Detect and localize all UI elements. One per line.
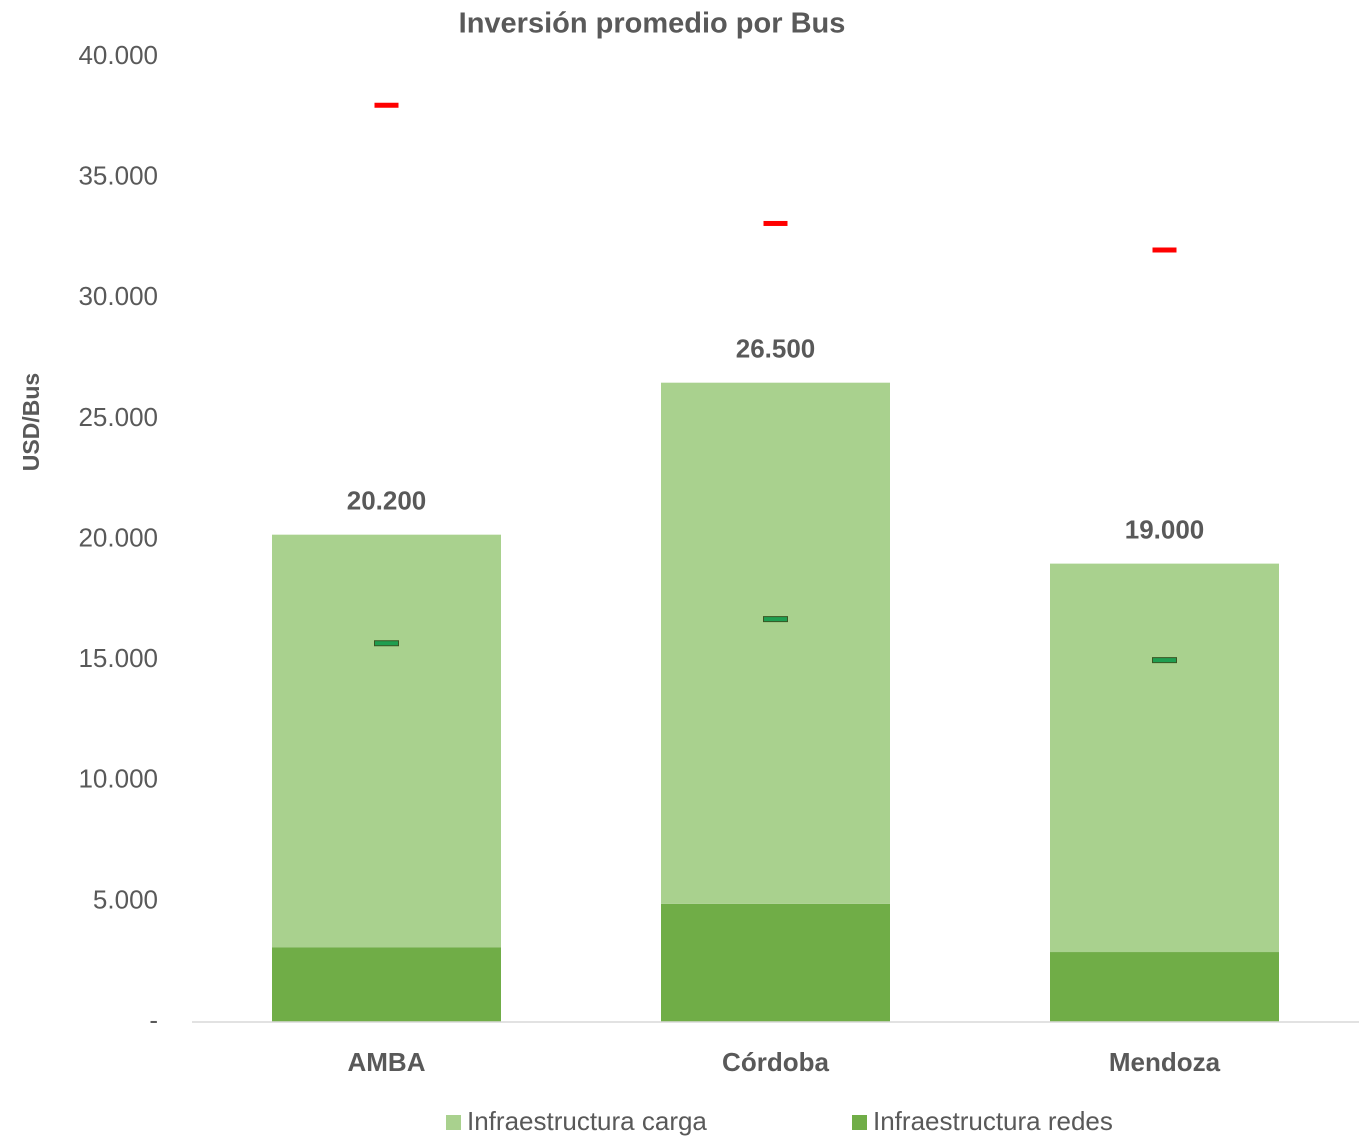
total-label: 26.500	[736, 334, 816, 364]
y-tick-label: 25.000	[78, 402, 158, 432]
marker	[374, 102, 399, 108]
y-tick-label: 30.000	[78, 281, 158, 311]
marker	[1152, 657, 1177, 664]
y-tick-label: 15.000	[78, 643, 158, 673]
bar-segment	[1050, 563, 1279, 953]
total-label: 19.000	[1125, 515, 1205, 545]
y-axis-title: USD/Bus	[18, 373, 44, 471]
y-tick-label: 40.000	[78, 40, 158, 70]
marker	[374, 640, 399, 647]
y-tick-label: -	[149, 1005, 158, 1035]
bar-segment	[272, 947, 501, 1022]
legend-swatch	[446, 1115, 461, 1130]
x-tick-label: Córdoba	[722, 1047, 829, 1077]
x-tick-label: Mendoza	[1109, 1047, 1221, 1077]
bar-segment	[272, 534, 501, 948]
marker	[763, 220, 788, 226]
y-tick-label: 35.000	[78, 161, 158, 191]
total-label: 20.200	[347, 486, 427, 516]
y-tick-label: 10.000	[78, 764, 158, 794]
marker	[763, 616, 788, 623]
legend-label: Infraestructura redes	[873, 1106, 1113, 1136]
y-tick-label: 20.000	[78, 522, 158, 552]
bar-segment	[661, 382, 890, 904]
chart-title: Inversión promedio por Bus	[459, 8, 846, 40]
marker	[1152, 247, 1177, 253]
bar-segment	[661, 903, 890, 1022]
legend-swatch	[852, 1115, 867, 1130]
x-tick-label: AMBA	[348, 1047, 426, 1077]
bar-segment	[1050, 952, 1279, 1022]
y-tick-label: 5.000	[93, 884, 158, 914]
legend-label: Infraestructura carga	[467, 1106, 707, 1136]
